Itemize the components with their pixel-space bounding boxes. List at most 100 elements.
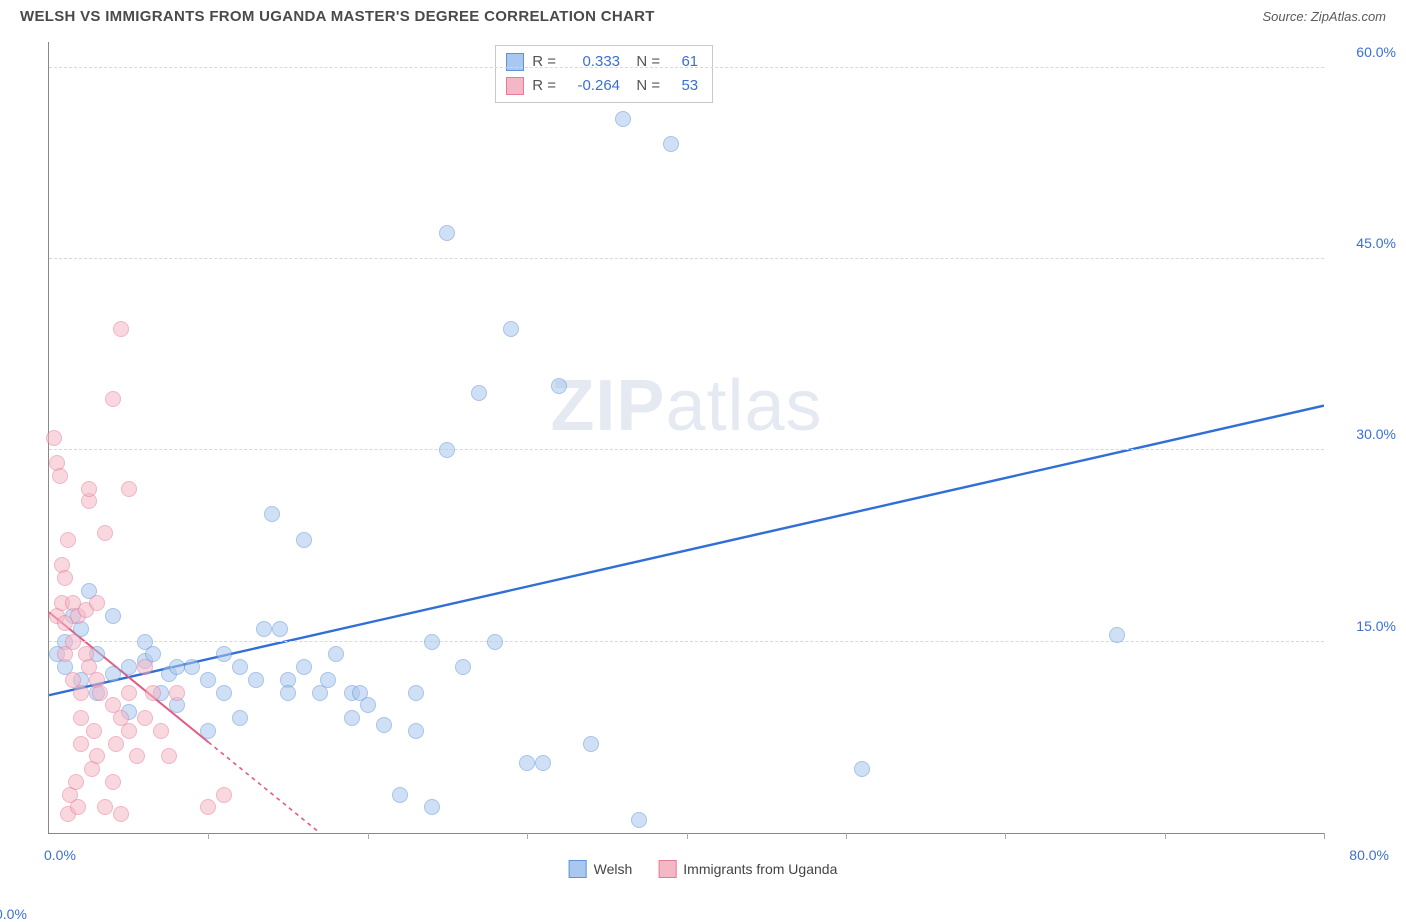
legend-swatch bbox=[506, 77, 524, 95]
data-point bbox=[52, 468, 68, 484]
data-point bbox=[60, 532, 76, 548]
data-point bbox=[129, 748, 145, 764]
data-point bbox=[328, 646, 344, 662]
data-point bbox=[360, 697, 376, 713]
data-point bbox=[439, 442, 455, 458]
data-point bbox=[503, 321, 519, 337]
data-point bbox=[121, 659, 137, 675]
data-point bbox=[97, 799, 113, 815]
x-tick bbox=[368, 833, 369, 839]
data-point bbox=[200, 723, 216, 739]
n-value: 61 bbox=[668, 50, 698, 74]
legend-label: Welsh bbox=[594, 861, 633, 877]
data-point bbox=[121, 723, 137, 739]
data-point bbox=[89, 595, 105, 611]
data-point bbox=[519, 755, 535, 771]
data-point bbox=[73, 736, 89, 752]
data-point bbox=[200, 799, 216, 815]
data-point bbox=[161, 748, 177, 764]
y-tick-label: 15.0% bbox=[1356, 618, 1396, 634]
scatter-chart: ZIPatlas R =0.333 N =61R =-0.264 N =53 1… bbox=[48, 42, 1324, 834]
x-tick bbox=[687, 833, 688, 839]
data-point bbox=[200, 672, 216, 688]
data-point bbox=[280, 685, 296, 701]
gridline bbox=[49, 449, 1324, 450]
data-point bbox=[121, 685, 137, 701]
data-point bbox=[70, 799, 86, 815]
gridline bbox=[49, 258, 1324, 259]
data-point bbox=[46, 430, 62, 446]
data-point bbox=[256, 621, 272, 637]
n-label: N = bbox=[628, 50, 660, 74]
data-point bbox=[81, 481, 97, 497]
gridline bbox=[49, 641, 1324, 642]
data-point bbox=[153, 723, 169, 739]
data-point bbox=[113, 806, 129, 822]
data-point bbox=[113, 321, 129, 337]
y-tick-label: 30.0% bbox=[1356, 426, 1396, 442]
legend-swatch bbox=[506, 53, 524, 71]
n-label: N = bbox=[628, 74, 660, 98]
x-tick bbox=[208, 833, 209, 839]
data-point bbox=[145, 685, 161, 701]
data-point bbox=[408, 685, 424, 701]
data-point bbox=[137, 710, 153, 726]
data-point bbox=[86, 723, 102, 739]
data-point bbox=[854, 761, 870, 777]
data-point bbox=[439, 225, 455, 241]
y-tick-label: 45.0% bbox=[1356, 235, 1396, 251]
data-point bbox=[376, 717, 392, 733]
x-tick bbox=[1324, 833, 1325, 839]
x-axis-start-label: 0.0% bbox=[44, 847, 76, 863]
r-label: R = bbox=[532, 74, 556, 98]
data-point bbox=[232, 710, 248, 726]
legend-swatch bbox=[658, 860, 676, 878]
data-point bbox=[216, 646, 232, 662]
series-legend: Welsh Immigrants from Uganda bbox=[569, 860, 838, 878]
data-point bbox=[169, 659, 185, 675]
stats-legend: R = 0.333 N = 61 R = -0.264 N = 53 bbox=[495, 45, 713, 103]
x-tick bbox=[1005, 833, 1006, 839]
data-point bbox=[92, 685, 108, 701]
gridline bbox=[49, 67, 1324, 68]
chart-title: WELSH VS IMMIGRANTS FROM UGANDA MASTER'S… bbox=[20, 8, 655, 25]
r-value: 0.333 bbox=[564, 50, 620, 74]
stats-row: R = 0.333 N = 61 bbox=[506, 50, 698, 74]
legend-label: Immigrants from Uganda bbox=[683, 861, 837, 877]
n-value: 53 bbox=[668, 74, 698, 98]
data-point bbox=[105, 666, 121, 682]
data-point bbox=[471, 385, 487, 401]
r-label: R = bbox=[532, 50, 556, 74]
source-label: Source: ZipAtlas.com bbox=[1262, 9, 1386, 24]
y-tick-label: 60.0% bbox=[1356, 44, 1396, 60]
data-point bbox=[344, 710, 360, 726]
data-point bbox=[272, 621, 288, 637]
data-point bbox=[65, 634, 81, 650]
data-point bbox=[169, 685, 185, 701]
data-point bbox=[216, 787, 232, 803]
data-point bbox=[583, 736, 599, 752]
data-point bbox=[216, 685, 232, 701]
data-point bbox=[551, 378, 567, 394]
data-point bbox=[73, 710, 89, 726]
r-value: -0.264 bbox=[564, 74, 620, 98]
data-point bbox=[615, 111, 631, 127]
data-point bbox=[264, 506, 280, 522]
data-point bbox=[535, 755, 551, 771]
data-point bbox=[1109, 627, 1125, 643]
data-point bbox=[248, 672, 264, 688]
legend-item: Immigrants from Uganda bbox=[658, 860, 837, 878]
data-point bbox=[105, 774, 121, 790]
data-point bbox=[320, 672, 336, 688]
x-tick bbox=[527, 833, 528, 839]
data-point bbox=[392, 787, 408, 803]
data-point bbox=[137, 659, 153, 675]
data-point bbox=[232, 659, 248, 675]
data-point bbox=[108, 736, 124, 752]
data-point bbox=[105, 608, 121, 624]
data-point bbox=[408, 723, 424, 739]
legend-swatch bbox=[569, 860, 587, 878]
data-point bbox=[121, 481, 137, 497]
data-point bbox=[97, 525, 113, 541]
x-tick bbox=[1165, 833, 1166, 839]
